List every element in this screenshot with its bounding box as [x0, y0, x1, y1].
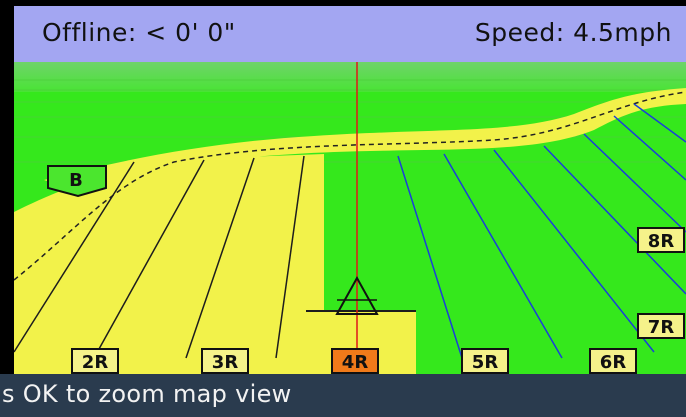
svg-text:4R: 4R — [342, 352, 369, 373]
speed-readout: Speed: 4.5mph — [474, 18, 672, 47]
svg-text:2R: 2R — [82, 352, 109, 373]
covered-headland-path — [44, 88, 686, 190]
triangle-vehicle-icon — [335, 275, 379, 315]
field-boundary-line — [14, 91, 686, 281]
row-label-2r: 2R — [71, 348, 119, 374]
row-label-6r: 6R — [589, 348, 637, 374]
svg-text:3R: 3R — [212, 352, 239, 373]
row-label-5r: 5R — [461, 348, 509, 374]
svg-text:6R: 6R — [600, 352, 627, 373]
field-map-view[interactable]: B 2R 3R 4R 5R 6R — [14, 62, 686, 374]
waypoint-label: B — [69, 170, 83, 191]
row-label-4r-active: 4R — [331, 348, 379, 374]
row-label-3r: 3R — [201, 348, 249, 374]
svg-text:8R: 8R — [648, 231, 675, 252]
message-bar: s OK to zoom map view — [0, 374, 686, 417]
zoom-hint-text: s OK to zoom map view — [2, 380, 292, 408]
status-header: Offline: < 0' 0" Speed: 4.5mph — [14, 6, 686, 62]
row-label-8r: 8R — [637, 227, 685, 253]
covered-area-left — [14, 154, 324, 374]
field-map-canvas[interactable]: B 2R 3R 4R 5R 6R — [14, 62, 686, 374]
svg-text:5R: 5R — [472, 352, 499, 373]
row-label-7r: 7R — [637, 313, 685, 339]
waypoint-flag-icon[interactable]: B — [47, 165, 107, 198]
guidance-rows — [14, 103, 686, 359]
svg-text:7R: 7R — [648, 317, 675, 338]
offline-readout: Offline: < 0' 0" — [42, 18, 236, 47]
